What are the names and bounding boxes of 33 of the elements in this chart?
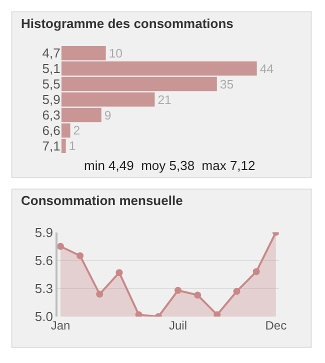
chart-title: Histogramme des consommations <box>21 16 234 31</box>
y-tick-label: 4,7 <box>42 46 60 61</box>
chart-title: Consommation mensuelle <box>21 193 183 208</box>
y-tick-label: 5,9 <box>42 92 60 108</box>
data-label: 9 <box>104 108 112 122</box>
y-tick-label: 5.9 <box>34 224 53 240</box>
data-label: 2 <box>73 124 80 138</box>
y-tick-label: 5,5 <box>42 76 60 92</box>
y-tick-label: 7,1 <box>42 138 60 154</box>
point <box>252 268 260 276</box>
point <box>214 311 221 317</box>
data-label: 1 <box>68 139 76 154</box>
y-tick-label: 5.0 <box>34 309 53 324</box>
data-label: 35 <box>220 77 234 92</box>
text: min 4,49 moy 5,38 max 7,12 <box>84 158 256 173</box>
data-label: 44 <box>260 62 274 76</box>
point <box>233 288 240 295</box>
point <box>96 290 104 298</box>
point <box>58 242 64 250</box>
point <box>194 292 202 299</box>
point <box>174 286 182 294</box>
data-label: 10 <box>108 46 123 60</box>
x-tick-label: Dec <box>265 318 287 333</box>
y-tick-label: 5,1 <box>42 61 60 76</box>
y-tick-label: 5.3 <box>34 281 53 296</box>
x-tick-label: Juil <box>168 318 187 333</box>
point <box>135 311 142 317</box>
y-tick-label: 6,6 <box>42 123 60 138</box>
y-tick-label: 5.6 <box>34 252 53 268</box>
point <box>116 269 123 276</box>
y-tick-label: 6,3 <box>42 108 60 123</box>
point <box>76 252 84 260</box>
data-label: 21 <box>158 92 172 107</box>
